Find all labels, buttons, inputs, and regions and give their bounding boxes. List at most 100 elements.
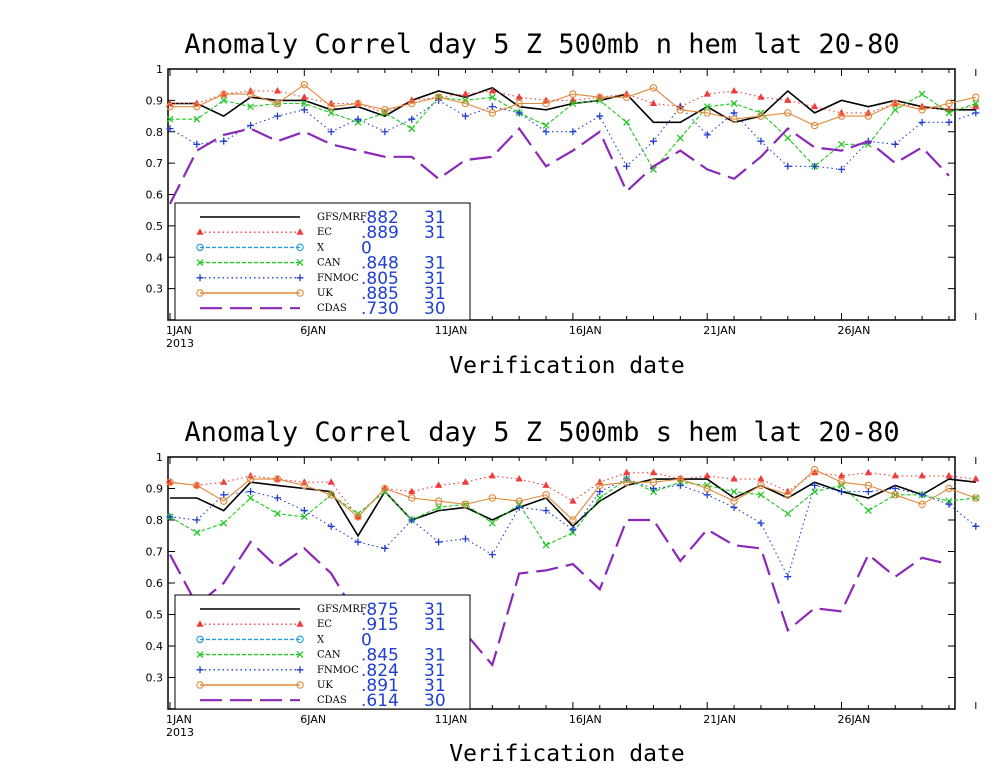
data-point-circle [703,484,711,493]
data-point-circle [837,112,846,120]
data-point-plus [864,488,872,496]
data-point-x [569,100,577,107]
data-point-plus [784,573,792,581]
data-point-plus [569,128,577,136]
data-point-plus [676,481,684,489]
y-tick-label: 0.6 [146,577,164,590]
legend-label: UK [317,680,333,691]
data-point-circle [757,481,765,490]
x-tick-label: 11JAN [435,713,468,726]
data-point-x [784,510,792,518]
data-point-x [327,109,335,117]
data-point-x [542,122,550,129]
data-point-plus [542,507,550,515]
data-point-triangle [488,86,496,94]
y-tick-label: 0.4 [146,640,164,653]
data-point-plus [918,118,926,126]
legend-entry: CDAS .730 30 [200,299,446,319]
data-point-circle [515,497,523,505]
data-point-x [757,491,765,499]
data-point-x [488,519,496,527]
data-point-circle [327,102,335,111]
data-point-plus [703,131,711,139]
data-point-x [300,100,308,107]
data-point-circle [569,516,577,524]
data-point-circle [810,465,819,474]
data-point-circle [676,106,685,114]
data-point-circle [434,93,443,101]
data-point-triangle [649,468,658,476]
x-tick-label: 26JAN [838,324,871,337]
data-point-triangle [784,96,792,103]
x-tick-label: 6JAN [300,324,326,337]
series-line [169,478,976,546]
data-point-circle [972,494,980,502]
data-point-circle [622,93,631,101]
data-point-triangle [300,93,308,100]
data-point-x [220,519,228,527]
data-point-circle [381,484,389,493]
legend-score: .848 [361,254,399,274]
legend-score: 0 [361,238,372,258]
series-line [170,86,976,124]
data-point-circle [273,475,282,483]
y-tick-label: 0.5 [146,220,164,233]
data-point-x [220,96,228,104]
data-point-x [623,118,631,126]
x-tick-year: 2013 [166,337,194,350]
data-point-x [784,134,792,142]
data-point-plus [300,507,308,515]
data-point-plus [461,535,469,543]
legend-count: 31 [424,676,446,696]
data-point-circle [864,481,873,490]
data-point-x [972,100,980,107]
data-point-plus [918,491,926,499]
data-point-circle [246,90,255,98]
data-point-x [193,115,201,123]
data-point-triangle [196,228,204,235]
legend-score: .915 [361,615,399,635]
y-tick-label: 0.3 [146,283,164,296]
data-point-plus [273,494,281,502]
data-point-circle [354,99,362,108]
series-uk [166,80,980,130]
data-point-circle [196,243,204,252]
data-point-plus [166,513,174,521]
legend-count: 31 [424,661,446,681]
data-point-x [300,513,308,521]
data-point-triangle [757,93,765,100]
x-axis-label: Verification date [449,741,684,767]
data-point-plus [381,544,389,552]
data-point-triangle [730,86,738,94]
legend-label: CAN [317,258,341,269]
legend-entry: CAN .848 31 [196,254,446,274]
legend-label: UK [317,288,333,299]
x-tick-label: 26JAN [838,713,871,726]
data-point-triangle [918,471,926,479]
data-point-plus [193,516,201,524]
y-tick-label: 0.9 [146,94,164,107]
data-point-plus [945,118,953,126]
data-point-circle [381,106,389,114]
data-point-plus [623,162,631,170]
data-point-circle [891,491,899,499]
data-point-x [945,109,953,117]
data-point-triangle [515,93,523,100]
data-point-plus [461,112,469,120]
data-point-circle [273,99,282,108]
y-tick-label: 0.7 [146,546,164,559]
y-tick-label: 0.5 [146,609,164,622]
data-point-circle [193,102,201,111]
x-tick-label: 16JAN [569,324,602,337]
y-tick-label: 0.9 [146,483,164,496]
data-point-circle [196,635,204,644]
data-point-circle [676,475,685,483]
data-point-circle [757,112,765,120]
data-point-circle [300,481,309,490]
data-point-plus [296,666,304,674]
data-point-circle [488,494,497,502]
legend-score: .845 [361,646,399,666]
